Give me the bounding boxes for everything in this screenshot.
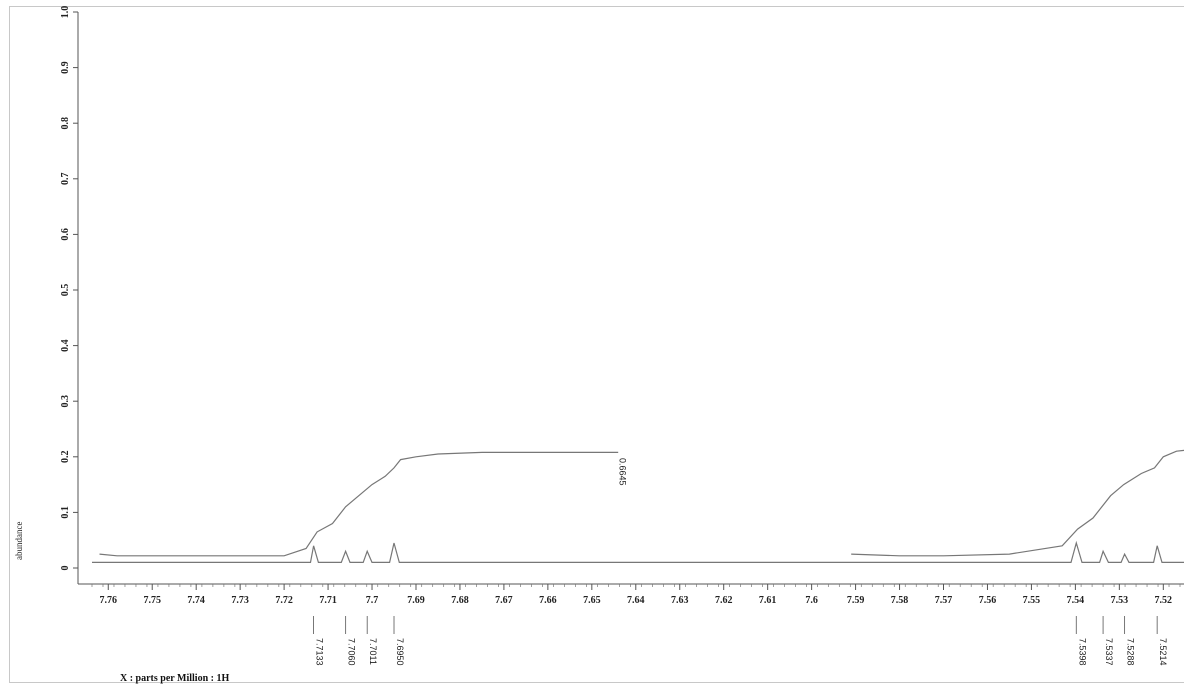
y-tick-label: 0.9: [60, 61, 71, 74]
x-tick-label: 7.67: [495, 595, 513, 606]
peak-label: 7.5288: [1126, 638, 1136, 666]
x-tick-label: 7.76: [100, 595, 118, 606]
x-tick-label: 7.6: [805, 595, 818, 606]
peak-label: 7.7133: [315, 638, 325, 666]
y-axis-title: abundance: [14, 522, 24, 560]
y-tick-label: 0.3: [60, 395, 71, 408]
peak-label: 7.6950: [395, 638, 405, 666]
x-tick-label: 7.56: [979, 595, 997, 606]
x-tick-label: 7.68: [451, 595, 469, 606]
spectrum-line: [92, 540, 1184, 563]
plot-frame: [9, 6, 1184, 683]
x-tick-label: 7.63: [671, 595, 689, 606]
y-tick-label: 0.1: [60, 506, 71, 519]
x-tick-label: 7.62: [715, 595, 733, 606]
x-axis-title: X : parts per Million : 1H: [120, 673, 229, 684]
integral-label: 0.6645: [618, 458, 628, 486]
y-axis: 0 0.1 0.2 0.3 0.4 0.5 0.6 0.7 0.8 0.9 1.0: [60, 6, 79, 584]
x-tick-label: 7.65: [583, 595, 601, 606]
y-tick-label: 0.8: [60, 117, 71, 130]
peak-label: 7.5214: [1158, 638, 1168, 666]
y-tick-label: 0.7: [60, 173, 71, 186]
integral-curve: [99, 451, 619, 557]
x-axis: 7.76 7.75 7.74 7.73 7.72 7.71 7.7 7.69 7.68 7.67 7…: [78, 583, 1184, 606]
peak-label: 7.5398: [1077, 638, 1087, 666]
x-tick-label: 7.55: [1023, 595, 1041, 606]
peak-label: 7.5337: [1104, 638, 1114, 666]
x-tick-label: 7.69: [407, 595, 425, 606]
x-tick-label: 7.72: [275, 595, 293, 606]
x-tick-label: 7.66: [539, 595, 557, 606]
integral-curve: [851, 449, 1184, 557]
x-tick-label: 7.71: [319, 595, 337, 606]
peak-label: 7.7011: [368, 638, 378, 665]
peak-labels: 7.7133 7.7060 7.7011 7.6950 7.5398 7.5337 7.52…: [313, 616, 1168, 666]
x-tick-label: 7.59: [847, 595, 865, 606]
x-tick-label: 7.64: [627, 595, 645, 606]
y-tick-label: 0.5: [60, 284, 71, 297]
x-tick-label: 7.52: [1155, 595, 1173, 606]
x-tick-label: 7.61: [759, 595, 777, 606]
x-tick-label: 7.53: [1111, 595, 1129, 606]
x-tick-label: 7.58: [891, 595, 909, 606]
integral-labels: 0.6645: [618, 458, 628, 486]
x-tick-label: 7.54: [1067, 595, 1085, 606]
x-tick-label: 7.74: [187, 595, 205, 606]
x-tick-label: 7.73: [231, 595, 249, 606]
x-tick-label: 7.57: [935, 595, 953, 606]
y-tick-label: 0.6: [60, 228, 71, 241]
x-tick-label: 7.75: [143, 595, 161, 606]
peak-label: 7.7060: [347, 638, 357, 666]
y-tick-label: 0: [60, 566, 71, 571]
y-tick-label: 0.4: [60, 339, 71, 352]
series-group: [92, 449, 1184, 563]
y-tick-label: 1.0: [60, 6, 71, 19]
x-tick-label: 7.7: [366, 595, 379, 606]
y-tick-label: 0.2: [60, 451, 71, 464]
